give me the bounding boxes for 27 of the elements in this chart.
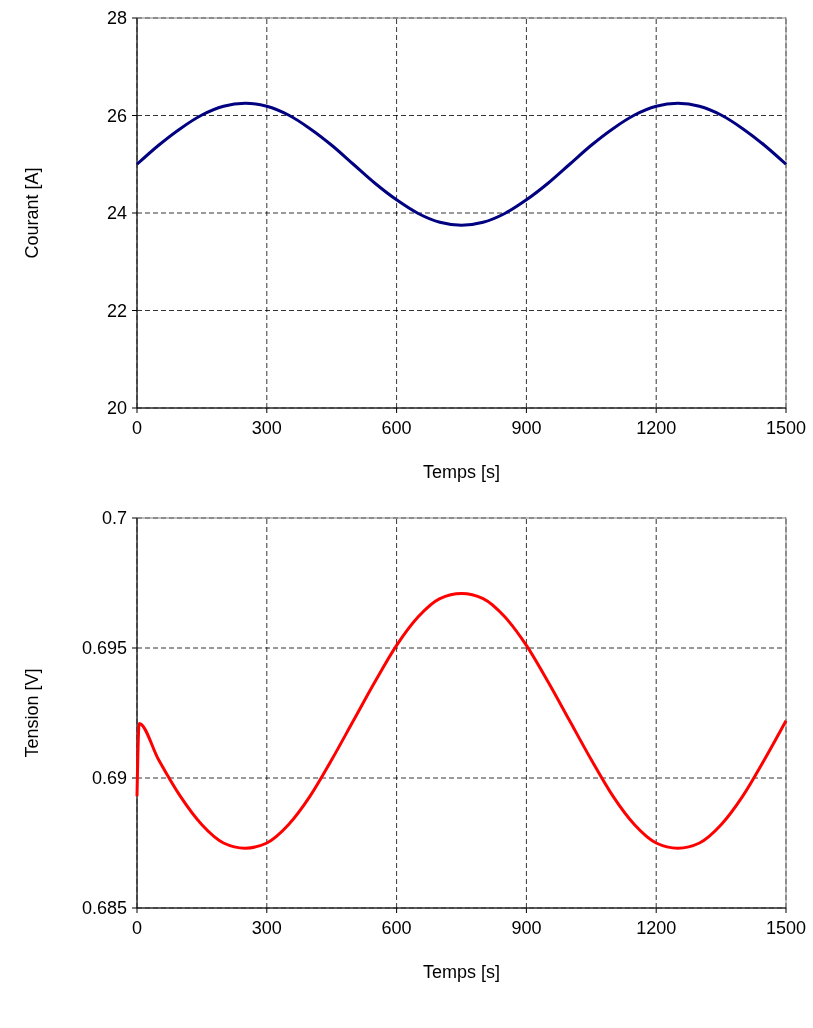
x-tick-label: 0	[131, 918, 143, 938]
y-tick-label: 28	[106, 8, 127, 28]
y-tick-label: 24	[106, 203, 127, 223]
line-series	[135, 591, 788, 850]
x-tick-label: 1200	[636, 918, 677, 938]
x-tick-label: 0	[131, 418, 143, 438]
y-tick-label: 0.7	[101, 508, 127, 528]
x-tick-label: 600	[381, 918, 412, 938]
x-tick-label: 1500	[765, 418, 807, 438]
x-tick-label: 1500	[765, 918, 807, 938]
x-tick-label: 1200	[636, 418, 677, 438]
x-tick-label: 300	[251, 418, 282, 438]
y-tick-label: 0.695	[81, 638, 127, 658]
y-tick-label: 22	[106, 300, 127, 321]
x-tick-label: 900	[511, 918, 542, 938]
x-axis-title: Temps [s]	[422, 462, 501, 482]
y-tick-label: 0.69	[91, 768, 127, 788]
x-tick-label: 900	[511, 418, 542, 438]
x-tick-label: 300	[251, 918, 282, 938]
y-tick-label: 26	[106, 105, 127, 126]
y-axis-title: Tension [V]	[22, 668, 42, 758]
y-axis-title: Courant [A]	[22, 167, 42, 259]
x-tick-label: 600	[381, 418, 412, 438]
line-series	[135, 101, 788, 227]
y-tick-label: 20	[106, 398, 127, 418]
y-tick-label: 0.685	[81, 898, 127, 918]
x-axis-title: Temps [s]	[422, 962, 501, 982]
